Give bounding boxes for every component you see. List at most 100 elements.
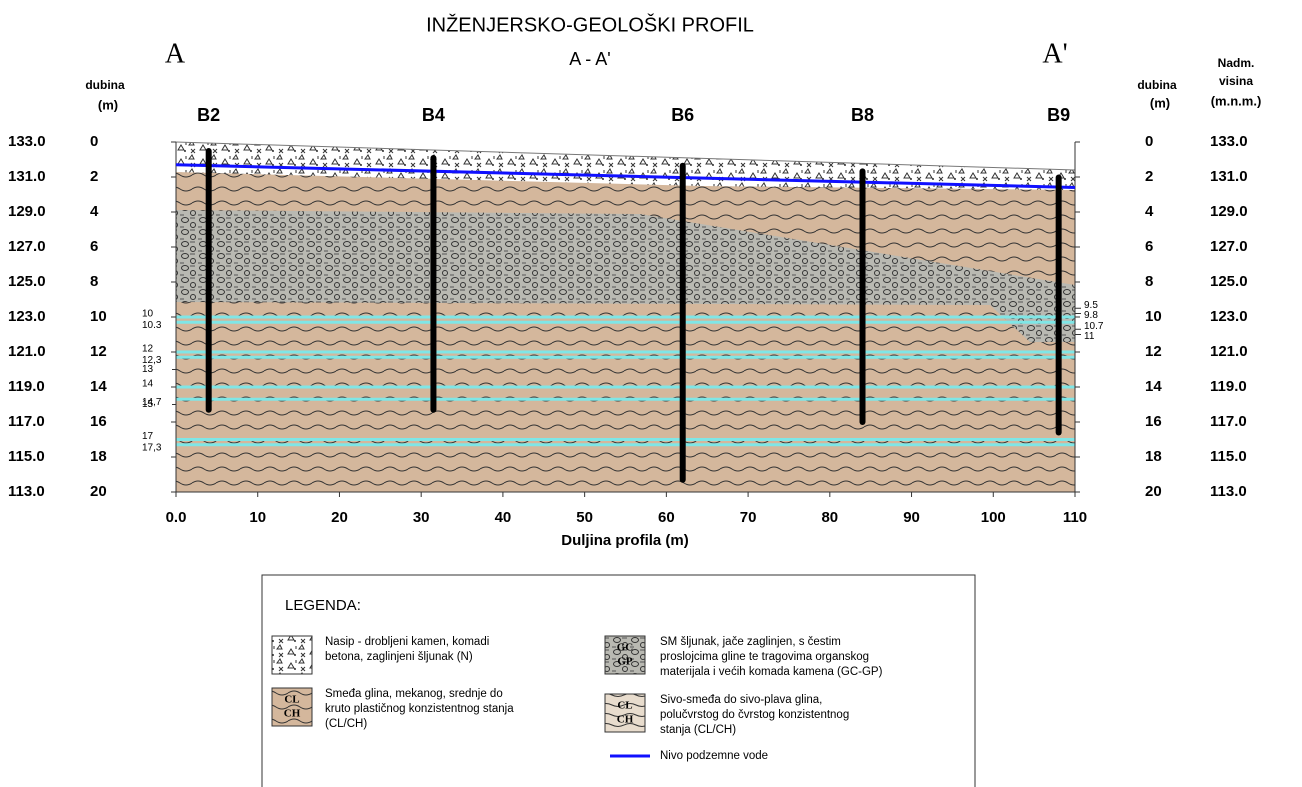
- elev-tick-label: 123.0: [8, 308, 46, 325]
- borehole-label: B6: [671, 105, 694, 125]
- elev-tick-label: 113.0: [8, 483, 45, 500]
- seam-label: 14,7: [142, 397, 162, 408]
- seam-label: 14: [142, 379, 154, 390]
- depth-tick-label: 4: [1145, 203, 1154, 220]
- elev-tick-label: 121.0: [1210, 343, 1248, 360]
- x-tick-label: 80: [821, 509, 838, 526]
- elev-tick-label: 115.0: [1210, 448, 1247, 465]
- legend-symbol-text: GP: [617, 656, 633, 668]
- legend-text: polučvrstog do čvrstog konzistentnog: [660, 709, 849, 721]
- elev-tick-label: 113.0: [1210, 483, 1247, 500]
- depth-tick-label: 8: [1145, 273, 1153, 290]
- legend-title: LEGENDA:: [285, 597, 361, 614]
- ground-surface: [175, 141, 1076, 171]
- legend-symbol-text: CL: [617, 700, 632, 712]
- x-tick-label: 50: [576, 509, 593, 526]
- seam-label: 12: [142, 344, 154, 355]
- depth-mark-label: 15: [142, 399, 154, 410]
- depth-unit: (m): [1150, 95, 1170, 110]
- elev-tick-label: 121.0: [8, 343, 46, 360]
- depth-mark-label: 10.7: [1084, 321, 1104, 332]
- x-tick-label: 90: [903, 509, 920, 526]
- fill-layer: [176, 142, 1075, 190]
- legend-text: stanja (CL/CH): [660, 724, 736, 736]
- x-tick-label: 10: [249, 509, 266, 526]
- elev-tick-label: 133.0: [1210, 133, 1248, 150]
- seam-label: 10.3: [142, 320, 162, 331]
- x-tick-label: 20: [331, 509, 348, 526]
- depth-tick-label: 0: [1145, 133, 1153, 150]
- depth-tick-label: 20: [1145, 483, 1162, 500]
- depth-mark-label: 13: [142, 364, 154, 375]
- depth-tick-label: 14: [90, 378, 107, 395]
- borehole-label: B9: [1047, 105, 1070, 125]
- borehole-label: B4: [422, 105, 445, 125]
- x-tick-label: 70: [740, 509, 757, 526]
- depth-tick-label: 20: [90, 483, 107, 500]
- end-label: A: [165, 38, 186, 69]
- elev-tick-label: 119.0: [1210, 378, 1247, 395]
- elev-unit: (m.n.m.): [1211, 93, 1262, 108]
- elev-tick-label: 129.0: [8, 203, 46, 220]
- legend-box: [261, 574, 976, 787]
- gravel-layer: [176, 210, 1075, 342]
- legend-text: Nasip - drobljeni kamen, komadi: [325, 636, 489, 648]
- legend-symbol: [271, 687, 313, 727]
- legend-text: materijala i većih komada kamena (GC-GP): [660, 666, 883, 678]
- x-tick-label: 30: [413, 509, 430, 526]
- legend: LEGENDA:: [261, 574, 976, 787]
- groundwater-line: [175, 163, 1076, 189]
- depth-mark-label: 9.5: [1084, 300, 1098, 311]
- depth-mark-label: 9.8: [1084, 310, 1098, 321]
- borehole-label: B2: [197, 105, 220, 125]
- x-tick-label: 110: [1063, 509, 1087, 526]
- legend-symbol: [604, 635, 646, 675]
- seam-label: 17: [142, 431, 154, 442]
- legend-text: (CL/CH): [325, 718, 367, 730]
- elev-title: Nadm.: [1218, 56, 1255, 70]
- legend-text: betona, zaglinjeni šljunak (N): [325, 651, 473, 663]
- legend-text: proslojcima gline te tragovima organskog: [660, 651, 869, 663]
- legend-text: kruto plastičnog konzistentnog stanja: [325, 703, 514, 715]
- depth-tick-label: 0: [90, 133, 98, 150]
- legend-symbol-text: CL: [284, 694, 299, 706]
- x-tick-label: 0.0: [166, 509, 187, 526]
- depth-title: dubina: [1137, 78, 1177, 92]
- x-tick-label: 60: [658, 509, 675, 526]
- elev-tick-label: 127.0: [1210, 238, 1248, 255]
- depth-tick-label: 16: [1145, 413, 1162, 430]
- depth-tick-label: 12: [1145, 343, 1162, 360]
- elev-tick-label: 125.0: [8, 273, 46, 290]
- legend-symbol-text: CH: [617, 714, 634, 726]
- elev-title: visina: [1219, 74, 1253, 88]
- elev-tick-label: 131.0: [1210, 168, 1248, 185]
- legend-text: Sivo-smeđa do sivo-plava glina,: [660, 694, 822, 706]
- x-label: Duljina profila (m): [561, 532, 689, 549]
- borehole-label: B8: [851, 105, 874, 125]
- legend-symbol: [271, 635, 313, 675]
- depth-tick-label: 10: [1145, 308, 1162, 325]
- depth-tick-label: 2: [1145, 168, 1153, 185]
- elev-tick-label: 125.0: [1210, 273, 1248, 290]
- depth-unit: (m): [98, 97, 118, 112]
- end-label: A': [1042, 38, 1067, 69]
- depth-mark-label: 11: [1084, 331, 1095, 342]
- seam-label: 10: [142, 309, 154, 320]
- legend-symbol-text: CH: [284, 708, 301, 720]
- legend-text: SM šljunak, jače zaglinjen, s čestim: [660, 636, 841, 648]
- subtitle: A - A': [569, 49, 610, 69]
- depth-tick-label: 10: [90, 308, 107, 325]
- seam-label: 17,3: [142, 442, 162, 453]
- elev-tick-label: 115.0: [8, 448, 45, 465]
- depth-tick-label: 12: [90, 343, 107, 360]
- title: INŽENJERSKO-GEOLOŠKI PROFIL: [426, 13, 754, 36]
- depth-tick-label: 6: [1145, 238, 1153, 255]
- depth-tick-label: 6: [90, 238, 98, 255]
- elev-tick-label: 117.0: [8, 413, 45, 430]
- seam-label: 12,3: [142, 355, 162, 366]
- depth-tick-label: 14: [1145, 378, 1162, 395]
- legend-symbol-text: GC: [617, 642, 634, 654]
- depth-tick-label: 18: [90, 448, 107, 465]
- legend-text: Smeđa glina, mekanog, srednje do: [325, 688, 503, 700]
